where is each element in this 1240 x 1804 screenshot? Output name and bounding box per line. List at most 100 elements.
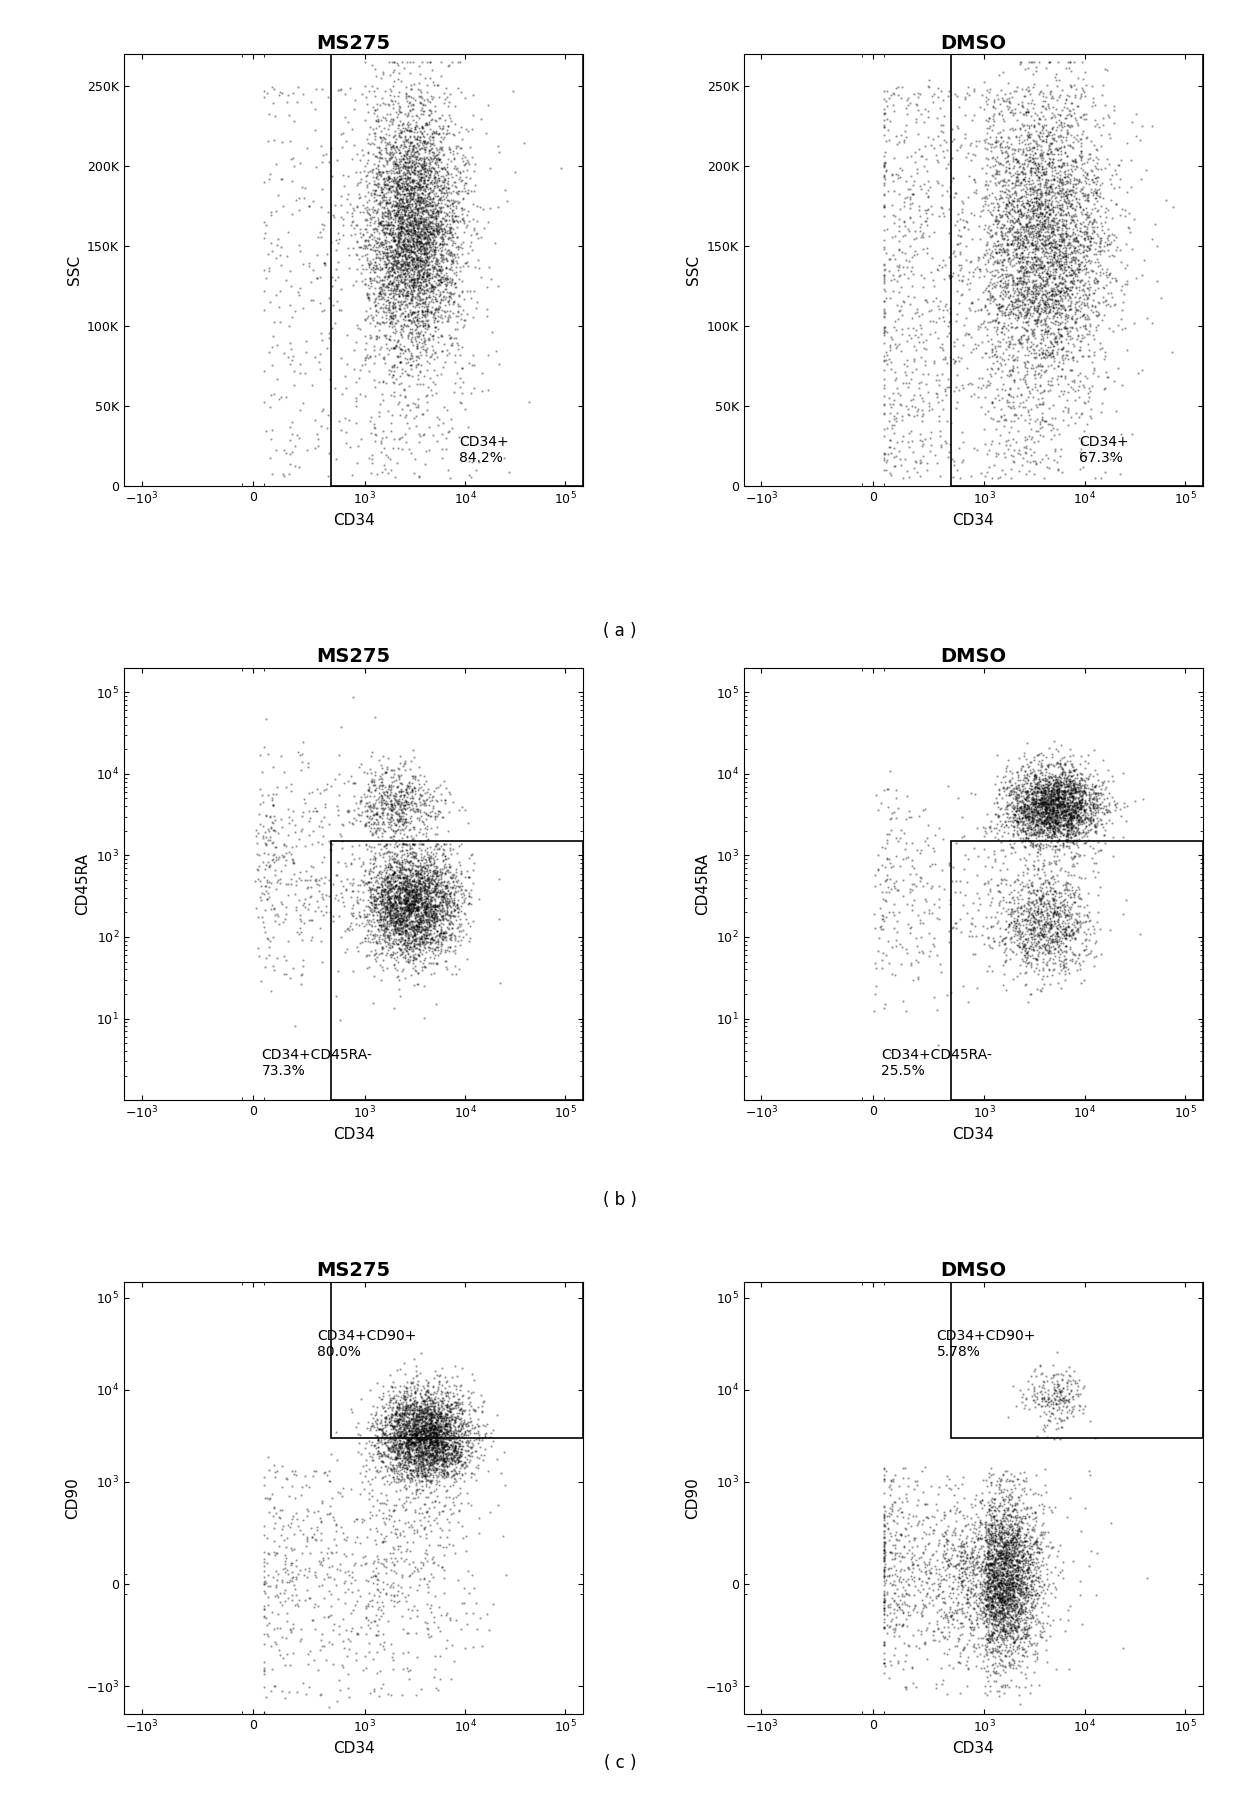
Point <box>408 238 428 267</box>
Point <box>878 1503 898 1532</box>
Point <box>991 216 1011 245</box>
Point <box>968 1551 988 1580</box>
Point <box>897 99 916 128</box>
Point <box>981 133 1001 162</box>
Point <box>408 206 428 235</box>
Point <box>1023 175 1043 204</box>
Point <box>1096 144 1116 173</box>
Point <box>334 871 353 900</box>
Point <box>403 215 423 244</box>
Point <box>355 231 374 260</box>
Point <box>1002 1560 1022 1589</box>
Point <box>1063 305 1083 334</box>
Point <box>402 871 422 900</box>
Point <box>399 922 419 951</box>
Point <box>404 920 424 949</box>
Point <box>378 743 398 772</box>
Point <box>1060 767 1080 796</box>
Point <box>1001 1633 1021 1661</box>
Point <box>994 1606 1014 1634</box>
Point <box>1048 242 1068 271</box>
Point <box>394 790 414 819</box>
Point <box>415 249 435 278</box>
Point <box>1011 1505 1030 1533</box>
Point <box>399 1431 419 1459</box>
Point <box>446 202 466 231</box>
Point <box>410 370 430 399</box>
Point <box>272 841 291 870</box>
Point <box>987 1537 1007 1566</box>
Point <box>1007 916 1027 945</box>
Point <box>1097 197 1117 226</box>
Point <box>982 1560 1002 1589</box>
Point <box>374 815 394 844</box>
Point <box>937 135 957 164</box>
Point <box>1019 189 1039 218</box>
Point <box>935 200 955 229</box>
Point <box>1075 788 1095 817</box>
Point <box>428 307 448 336</box>
Point <box>1099 260 1118 289</box>
Point <box>315 776 335 805</box>
Point <box>1053 776 1073 805</box>
Point <box>412 1411 432 1440</box>
Point <box>433 1452 453 1481</box>
Point <box>993 1544 1013 1573</box>
Point <box>1014 316 1034 345</box>
Point <box>347 240 367 269</box>
Point <box>1019 808 1039 837</box>
Point <box>495 1470 515 1499</box>
Point <box>992 171 1012 200</box>
Point <box>371 880 391 909</box>
Point <box>990 1550 1009 1578</box>
Point <box>1016 778 1035 806</box>
Point <box>1023 934 1043 963</box>
Point <box>412 99 432 128</box>
Point <box>405 290 425 319</box>
Point <box>389 1371 409 1400</box>
Point <box>372 913 392 942</box>
Point <box>440 909 460 938</box>
Point <box>880 1651 900 1680</box>
Point <box>1025 189 1045 218</box>
Point <box>1049 1405 1069 1434</box>
Point <box>1004 1582 1024 1611</box>
Point <box>1044 815 1064 844</box>
Point <box>454 1467 474 1496</box>
Point <box>1059 814 1079 842</box>
Point <box>404 1422 424 1450</box>
Point <box>404 886 424 915</box>
Point <box>402 889 422 918</box>
Point <box>1008 806 1028 835</box>
Point <box>402 327 422 355</box>
Point <box>515 128 534 157</box>
Point <box>1049 779 1069 808</box>
Point <box>394 207 414 236</box>
Point <box>874 1510 894 1539</box>
Point <box>459 1407 479 1436</box>
Point <box>319 1602 339 1631</box>
Point <box>1094 792 1114 821</box>
Point <box>396 855 415 884</box>
Point <box>1073 806 1092 835</box>
Point <box>420 1422 440 1450</box>
Point <box>423 137 443 166</box>
Point <box>405 1385 425 1414</box>
Point <box>1002 1557 1022 1586</box>
Point <box>980 1517 999 1546</box>
Point <box>1017 189 1037 218</box>
Point <box>398 868 418 897</box>
Point <box>428 1461 448 1490</box>
Point <box>384 350 404 379</box>
Point <box>1002 1580 1022 1609</box>
Point <box>419 1530 439 1559</box>
Point <box>413 1450 433 1479</box>
Point <box>997 1496 1017 1524</box>
Point <box>977 254 997 283</box>
Point <box>1101 186 1121 215</box>
Point <box>998 197 1018 226</box>
Point <box>422 1427 441 1456</box>
Point <box>1034 790 1054 819</box>
Point <box>994 245 1014 274</box>
Point <box>418 900 438 929</box>
